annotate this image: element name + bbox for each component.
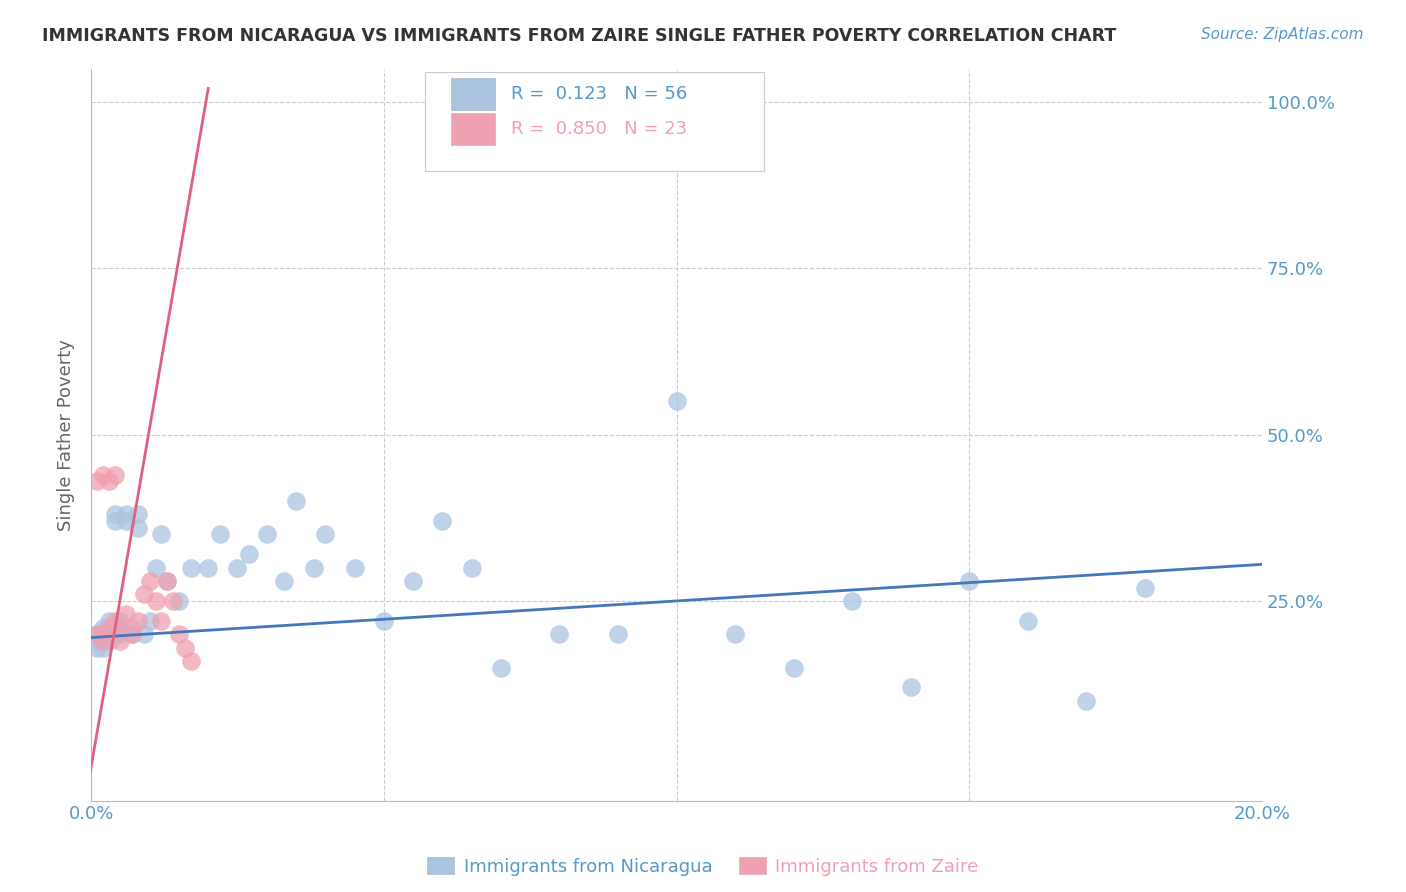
Point [180,654,202,668]
Point [127,521,149,535]
FancyBboxPatch shape [450,78,495,111]
Point [167,594,190,608]
Text: Source: ZipAtlas.com: Source: ZipAtlas.com [1201,27,1364,42]
Point [103,614,125,628]
Point [226,560,249,574]
Point [86,627,108,641]
Text: IMMIGRANTS FROM NICARAGUA VS IMMIGRANTS FROM ZAIRE SINGLE FATHER POVERTY CORRELA: IMMIGRANTS FROM NICARAGUA VS IMMIGRANTS … [42,27,1116,45]
Point [110,621,132,635]
Point [197,560,219,574]
Point [91,621,114,635]
Point [150,527,173,541]
Point [121,627,143,641]
Point [782,660,804,674]
Point [156,574,179,588]
Point [86,474,108,488]
Point [724,627,747,641]
Point [86,627,108,641]
Point [97,627,120,641]
Point [402,574,425,588]
Point [132,627,155,641]
Point [285,494,308,508]
Point [273,574,295,588]
Point [97,621,120,635]
Point [548,627,571,641]
Point [841,594,863,608]
Point [103,467,125,482]
Point [238,547,260,561]
Point [145,594,167,608]
Point [91,633,114,648]
Point [180,560,202,574]
Point [150,614,173,628]
Point [103,627,125,641]
Point [132,587,155,601]
Point [86,633,108,648]
Point [167,627,190,641]
Point [97,633,120,648]
Point [208,527,231,541]
Point [91,633,114,648]
Point [432,514,454,528]
Point [91,627,114,641]
Point [110,621,132,635]
Point [957,574,980,588]
Point [91,467,114,482]
Point [173,640,195,655]
Point [162,594,184,608]
Point [91,640,114,655]
Point [145,560,167,574]
Point [97,614,120,628]
Point [314,527,336,541]
Point [156,574,179,588]
Point [121,621,143,635]
Point [138,574,160,588]
Text: R =  0.123   N = 56: R = 0.123 N = 56 [512,85,688,103]
Point [665,394,688,409]
Point [103,508,125,522]
FancyBboxPatch shape [425,72,765,171]
Point [97,621,120,635]
Point [1017,614,1039,628]
Text: R =  0.850   N = 23: R = 0.850 N = 23 [512,120,688,137]
Point [138,614,160,628]
Point [256,527,278,541]
Point [91,627,114,641]
Legend: Immigrants from Nicaragua, Immigrants from Zaire: Immigrants from Nicaragua, Immigrants fr… [420,850,986,883]
Point [1133,581,1156,595]
Y-axis label: Single Father Poverty: Single Father Poverty [58,339,75,531]
Point [460,560,482,574]
Point [115,508,138,522]
Point [110,627,132,641]
Point [900,681,922,695]
Point [1076,694,1098,708]
Point [121,627,143,641]
Point [607,627,630,641]
Point [103,514,125,528]
Point [373,614,395,628]
Point [302,560,325,574]
Point [86,640,108,655]
Point [110,614,132,628]
Point [489,660,512,674]
Point [127,508,149,522]
Point [115,514,138,528]
Point [97,474,120,488]
Point [115,607,138,622]
Point [110,633,132,648]
Point [343,560,366,574]
FancyBboxPatch shape [450,113,495,145]
Point [127,614,149,628]
